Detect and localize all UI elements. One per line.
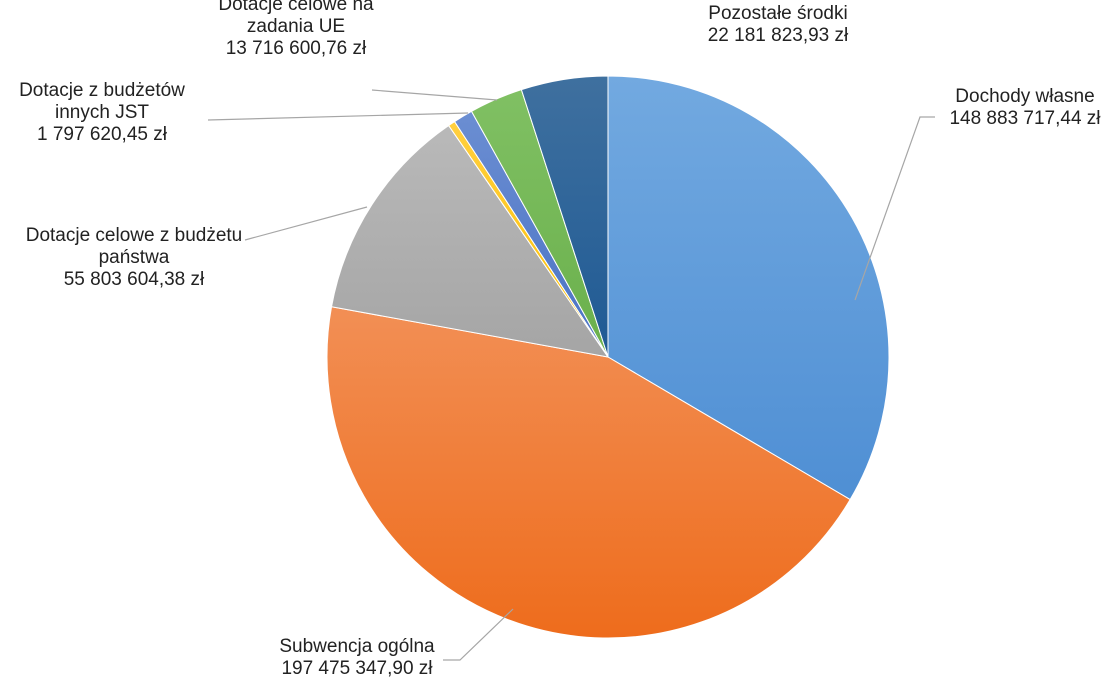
pie-slice [520, 75, 609, 358]
leader-line [854, 116, 935, 301]
pie-slice [607, 75, 890, 501]
slice-label-name: Dotacje z budżetów [19, 80, 185, 101]
slice-label: Pozostałe środki 22 181 823,93 zł [708, 3, 849, 46]
slice-label-name: Dotacje celowe na [218, 0, 374, 15]
leader-line [371, 89, 498, 101]
slice-label-name: innych JST [55, 102, 149, 123]
leader-line [244, 206, 368, 241]
leader-line [443, 608, 514, 661]
pie-slice [330, 124, 610, 358]
slice-label: Dotacje z budżetów innych JST 1 797 620,45… [19, 80, 185, 145]
slice-label-name: Subwencja ogólna [279, 636, 435, 657]
slice-label-name: Dotacje celowe z budżetu [26, 225, 243, 246]
slice-label: Dotacje celowe z budżetu państwa 55 803 60… [26, 225, 243, 290]
slice-label-name: zadania UE [247, 16, 345, 37]
slice-label-value: 22 181 823,93 zł [708, 25, 849, 46]
slice-label: Dochody własne 148 883 717,44 zł [949, 86, 1101, 129]
slice-label-name: państwa [99, 247, 170, 268]
slice-label-name: Dochody własne [955, 86, 1094, 107]
slice-label-value: 55 803 604,38 zł [64, 269, 205, 290]
slice-label: Dotacje celowe na zadania UE 13 716 600,76… [218, 0, 374, 59]
slice-label-value: 1 797 620,45 zł [37, 124, 168, 145]
slice-label-name: Pozostałe środki [708, 3, 847, 24]
slice-label-value: 197 475 347,90 zł [281, 658, 433, 679]
pie-slice [326, 306, 851, 639]
slice-label: Subwencja ogólna 197 475 347,90 zł [279, 636, 435, 679]
slice-label-value: 13 716 600,76 zł [226, 38, 367, 59]
leader-line [207, 112, 469, 121]
slice-label-value: 148 883 717,44 zł [949, 108, 1101, 129]
